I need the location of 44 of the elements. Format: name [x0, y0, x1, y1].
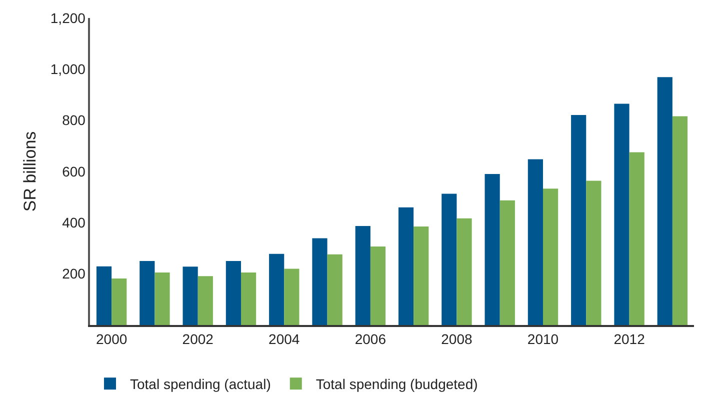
- legend-label: Total spending (actual): [130, 376, 271, 392]
- legend-label: Total spending (budgeted): [316, 376, 478, 392]
- bar: [500, 200, 515, 325]
- bar: [226, 261, 241, 325]
- y-tick-label: 400: [62, 214, 86, 231]
- bar: [112, 278, 127, 325]
- bar: [657, 77, 672, 325]
- bar: [269, 254, 284, 325]
- bar: [182, 266, 198, 325]
- x-tick-label: 2012: [614, 330, 646, 347]
- bar: [672, 116, 688, 325]
- bar: [414, 226, 429, 325]
- bar: [198, 276, 213, 325]
- x-tick-label: 2000: [96, 330, 128, 347]
- bar: [629, 152, 644, 325]
- x-tick-label: 2004: [268, 330, 300, 347]
- y-tick-label: 800: [62, 112, 86, 128]
- bar: [456, 218, 472, 325]
- y-axis-title: SR billions: [20, 131, 40, 212]
- bar: [284, 268, 300, 325]
- x-tick-label: 2002: [182, 330, 214, 347]
- bar: [543, 188, 558, 325]
- bar: [154, 272, 170, 325]
- bar: [586, 180, 602, 325]
- x-tick-label: 2006: [354, 330, 386, 347]
- bar: [528, 159, 543, 325]
- bar: [327, 254, 342, 325]
- bar: [312, 238, 328, 325]
- bar: [370, 246, 386, 325]
- bar: [442, 194, 457, 325]
- x-tick-label: 2010: [527, 330, 559, 347]
- bar: [484, 174, 500, 325]
- y-tick-label: 200: [62, 266, 86, 282]
- bar: [355, 226, 370, 325]
- bar: [398, 207, 414, 325]
- bar: [614, 104, 630, 325]
- bar: [140, 261, 155, 325]
- bar: [96, 266, 112, 325]
- y-tick-label: 600: [62, 163, 86, 180]
- x-tick-label: 2008: [441, 330, 472, 347]
- y-tick-label: 1,000: [50, 61, 86, 78]
- y-tick-label: 1,200: [50, 10, 86, 26]
- bar: [571, 114, 586, 325]
- bar: [241, 272, 256, 325]
